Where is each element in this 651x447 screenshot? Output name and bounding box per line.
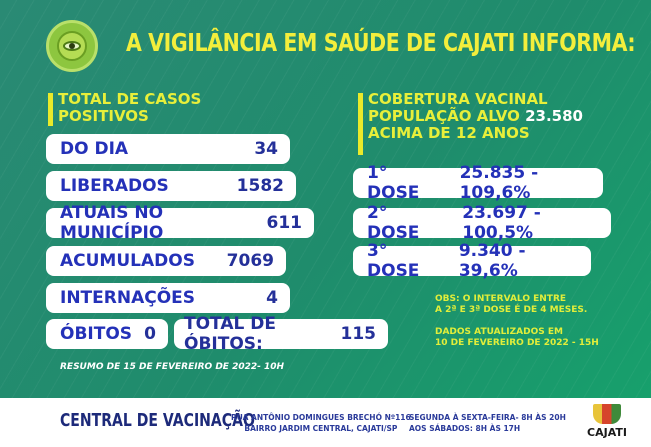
heading-bar	[358, 93, 363, 155]
vigilancia-logo-icon	[46, 20, 98, 72]
dose-3: 3° DOSE 9.340 - 39,6%	[353, 241, 591, 281]
page-title: A VIGILÂNCIA EM SAÚDE DE CAJATI INFORMA:	[126, 28, 636, 57]
opening-hours: SEGUNDA À SEXTA-FEIRA- 8H ÀS 20H AOS SÁB…	[409, 413, 566, 433]
stat-liberados: LIBERADOS 1582	[46, 171, 296, 201]
obs-note: OBS: O INTERVALO ENTRE A 2ª E 3ª DOSE É …	[435, 294, 588, 315]
vacina-heading: COBERTURA VACINAL POPULAÇÃO ALVO 23.580 …	[358, 91, 583, 155]
central-vacinacao: CENTRAL DE VACINAÇÃO	[60, 410, 255, 431]
stat-atuais: ATUAIS NO MUNICÍPIO 611	[46, 203, 314, 243]
cajati-logo: CAJATI	[583, 404, 631, 439]
casos-heading: TOTAL DE CASOS POSITIVOS	[48, 91, 201, 126]
dose-1: 1° DOSE 25.835 - 109,6%	[353, 163, 603, 203]
stat-do-dia: DO DIA 34	[46, 134, 290, 164]
coat-of-arms-icon	[593, 404, 621, 424]
heading-bar	[48, 93, 53, 126]
stat-total-obitos: TOTAL DE ÓBITOS: 115	[174, 314, 388, 354]
poster: A VIGILÂNCIA EM SAÚDE DE CAJATI INFORMA:…	[0, 0, 651, 398]
stat-internacoes: INTERNAÇÕES 4	[46, 283, 290, 313]
resumo-date: RESUMO DE 15 DE FEVEREIRO DE 2022- 10H	[60, 362, 285, 372]
stat-obitos: ÓBITOS 0	[46, 319, 168, 349]
stat-acumulados: ACUMULADOS 7069	[46, 246, 286, 276]
populacao-alvo-value: 23.580	[525, 107, 583, 125]
updated-note: DADOS ATUALIZADOS EM 10 DE FEVEREIRO DE …	[435, 327, 599, 348]
address: RUA ANTÔNIO DOMINGUES BRECHÓ Nº116 BAIRR…	[231, 413, 411, 433]
footer: CENTRAL DE VACINAÇÃO RUA ANTÔNIO DOMINGU…	[0, 398, 651, 447]
dose-2: 2° DOSE 23.697 - 100,5%	[353, 203, 611, 243]
